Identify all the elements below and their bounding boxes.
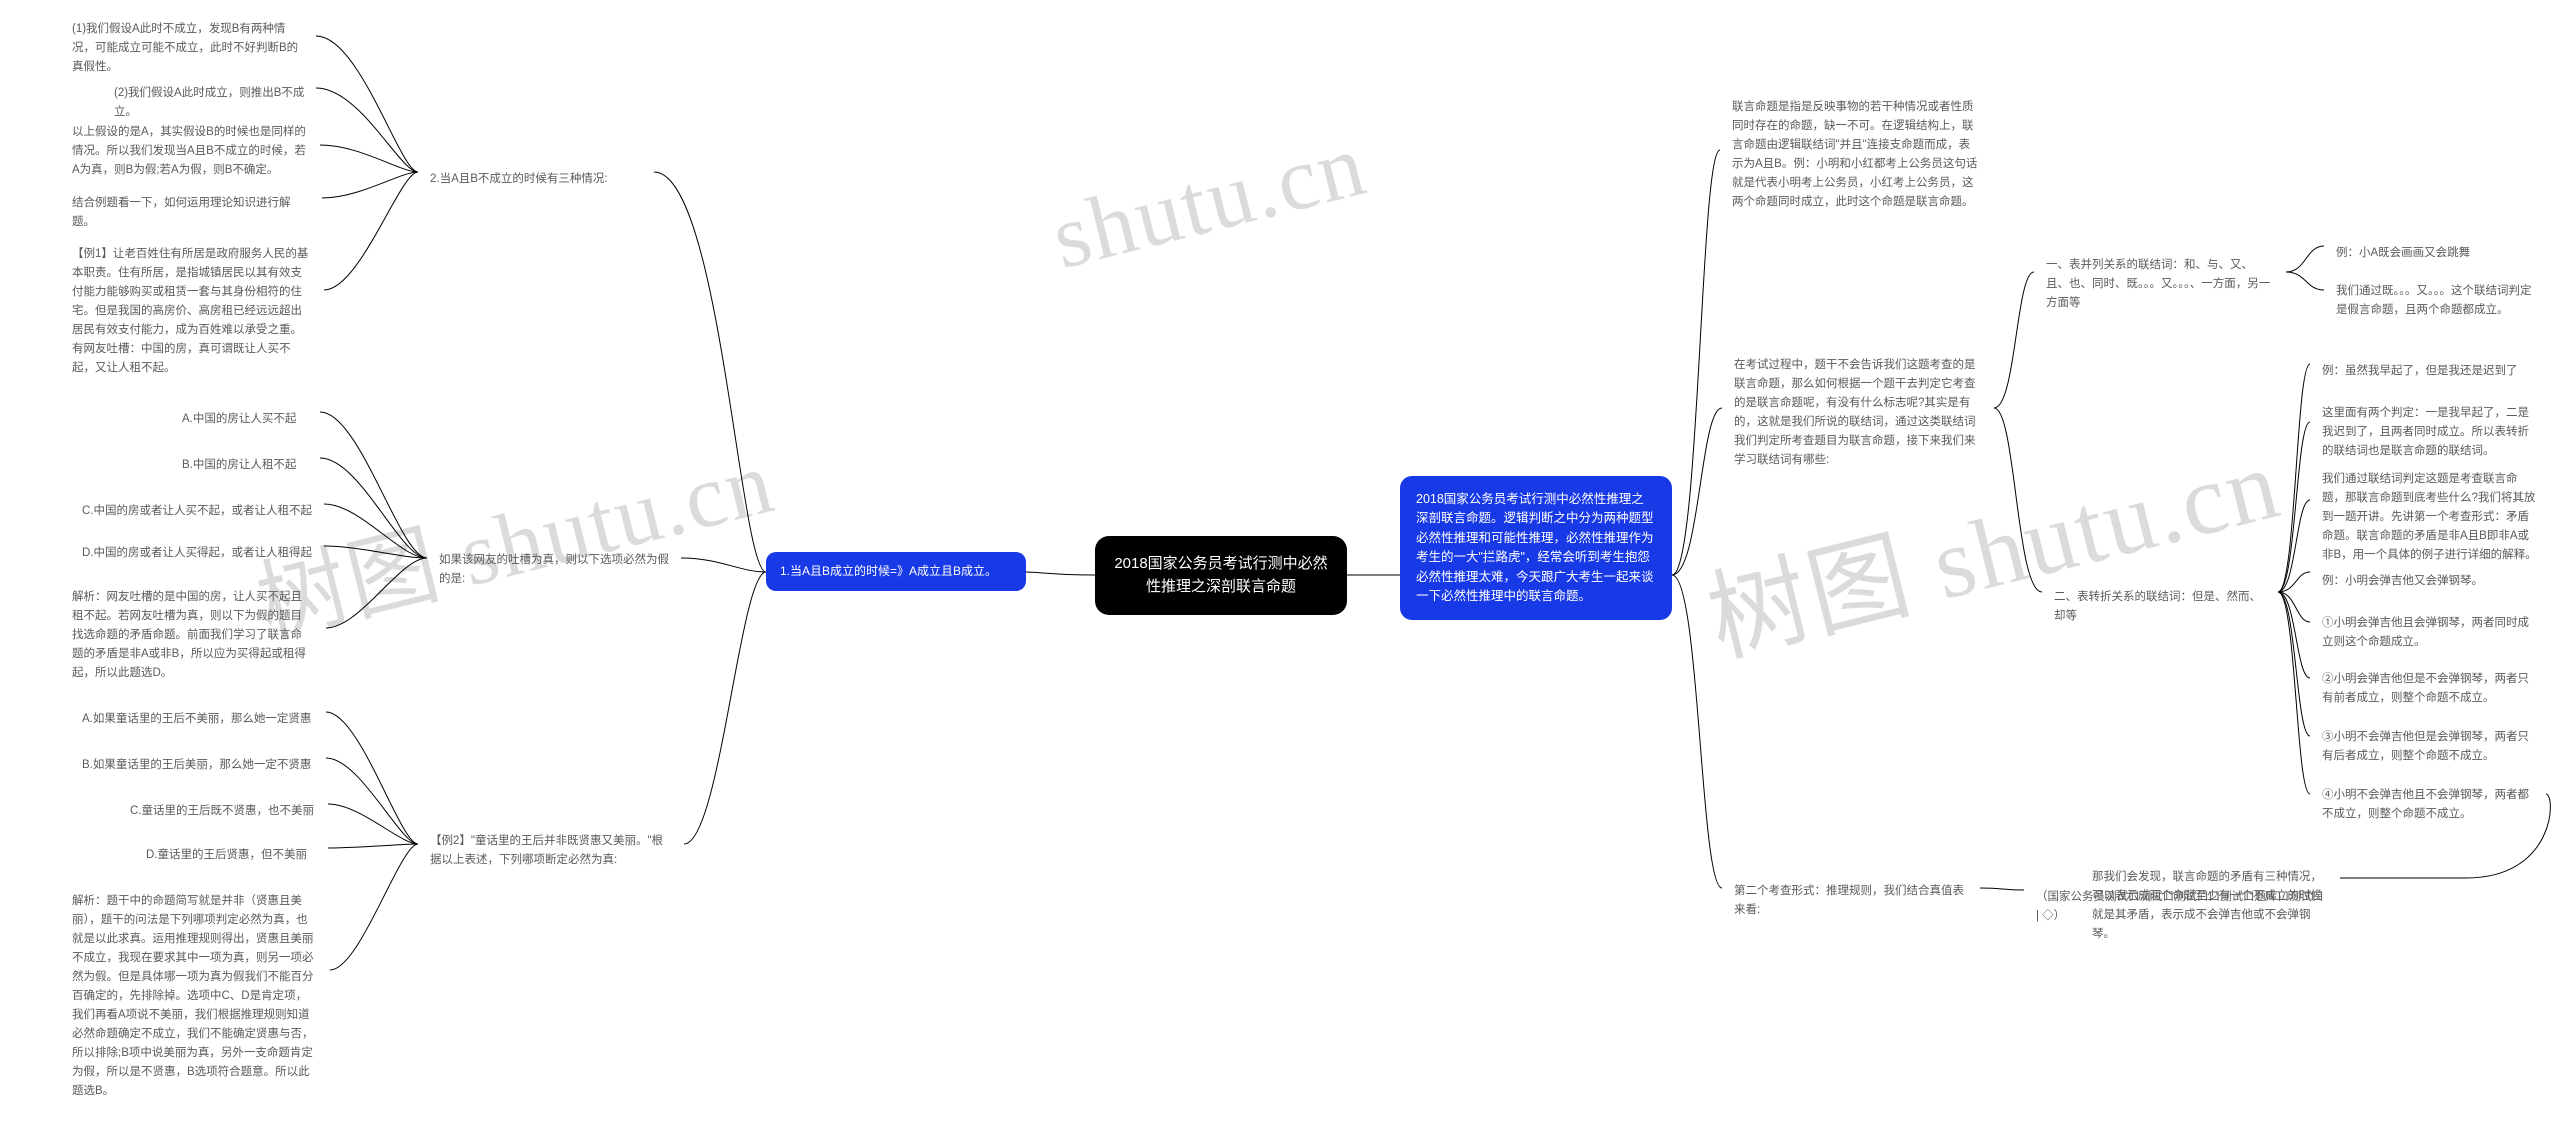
conj2-leaf-4[interactable]: ①小明会弹吉他且会弹钢琴，两者同时成立则这个命题成立。 xyxy=(2310,606,2546,660)
left-mid-label[interactable]: 如果该网友的吐槽为真，则以下选项必然为假的是: xyxy=(427,543,681,597)
right-conj1-label[interactable]: 一、表并列关系的联结词：和、与、又、且、也、同时、既。。。又。。。、一方面，另一… xyxy=(2034,248,2286,321)
right-form2-label[interactable]: 第二个考查形式：推理规则，我们结合真值表来看: xyxy=(1722,874,1980,928)
left-mid-leaf-2[interactable]: C.中国的房或者让人买不起，或者让人租不起 xyxy=(70,494,324,529)
left-top-label[interactable]: 2.当A且B不成立的时候有三种情况: xyxy=(418,162,654,197)
left-bot-leaf-4[interactable]: 解析：题干中的命题简写就是并非（贤惠且美丽），题干的问法是下列哪项判定必然为真，… xyxy=(60,884,330,1109)
left-bot-leaf-0[interactable]: A.如果童话里的王后不美丽，那么她一定贤惠 xyxy=(70,702,326,737)
left-top-leaf-4[interactable]: 【例1】让老百姓住有所居是政府服务人民的基本职责。住有所居，是指城镇居民以其有效… xyxy=(60,237,323,386)
mindmap-canvas: 树图 shutu.cnshutu.cn树图 shutu.cn 2018国家公务员… xyxy=(0,0,2560,1145)
left-mid-leaf-4[interactable]: 解析：网友吐槽的是中国的房，让人买不起且租不起。若网友吐槽为真，则以下为假的题目… xyxy=(60,580,325,691)
conj2-leaf-6[interactable]: ③小明不会弹吉他但是会弹钢琴，两者只有后者成立，则整个命题不成立。 xyxy=(2310,720,2546,774)
conj2-leaf-7[interactable]: ④小明不会弹吉他且不会弹钢琴，两者都不成立，则整个命题不成立。 xyxy=(2310,778,2546,832)
right-exam-leaf[interactable]: 在考试过程中，题干不会告诉我们这题考查的是联言命题，那么如何根据一个题干去判定它… xyxy=(1722,348,1994,478)
conj2-leaf-3[interactable]: 例：小明会弹吉他又会弹钢琴。 xyxy=(2310,564,2506,599)
left-top-leaf-3[interactable]: 结合例题看一下，如何运用理论知识进行解题。 xyxy=(60,186,322,240)
left-mid-leaf-1[interactable]: B.中国的房让人租不起 xyxy=(170,448,320,483)
left-bot-leaf-3[interactable]: D.童话里的王后贤惠，但不美丽 xyxy=(134,838,328,873)
left-top-leaf-2[interactable]: 以上假设的是A，其实假设B的时候也是同样的情况。所以我们发现当A且B不成立的时候… xyxy=(60,115,320,188)
conj2-leaf-0[interactable]: 例：虽然我早起了，但是我还是迟到了 xyxy=(2310,354,2532,389)
left-hub-node[interactable]: 1.当A且B成立的时候=》A成立且B成立。 xyxy=(766,552,1026,591)
left-mid-leaf-3[interactable]: D.中国的房或者让人买得起，或者让人租得起 xyxy=(70,536,326,571)
left-top-leaf-0[interactable]: (1)我们假设A此时不成立，发现B有两种情况，可能成立可能不成立，此时不好判断B… xyxy=(60,12,315,85)
conj2-leaf-5[interactable]: ②小明会弹吉他但是不会弹钢琴，两者只有前者成立，则整个命题不成立。 xyxy=(2310,662,2546,716)
left-bot-label[interactable]: 【例2】"童话里的王后并非既贤惠又美丽。"根据以上表述，下列哪项断定必然为真: xyxy=(418,824,683,878)
left-bot-leaf-2[interactable]: C.童话里的王后既不贤惠，也不美丽 xyxy=(118,794,328,829)
conj2-leaf-2[interactable]: 我们通过联结词判定这题是考查联言命题，那联言命题到底考些什么?我们将其放到一题开… xyxy=(2310,462,2549,573)
right-hub-node[interactable]: 2018国家公务员考试行测中必然性推理之深剖联言命题。逻辑判断之中分为两种题型必… xyxy=(1400,476,1672,620)
root-node[interactable]: 2018国家公务员考试行测中必然性推理之深剖联言命题 xyxy=(1095,536,1347,615)
right-def-leaf[interactable]: 联言命题是指是反映事物的若干种情况或者性质同时存在的命题，缺一不可。在逻辑结构上… xyxy=(1720,90,1990,220)
left-mid-leaf-0[interactable]: A.中国的房让人买不起 xyxy=(170,402,320,437)
left-bot-leaf-1[interactable]: B.如果童话里的王后美丽，那么她一定不贤惠 xyxy=(70,748,326,783)
right-conj2-label[interactable]: 二、表转折关系的联结词：但是、然而、却等 xyxy=(2042,580,2278,634)
watermark: shutu.cn xyxy=(1042,113,1376,290)
conj1-leaf-0[interactable]: 例：小A既会画画又会跳舞 xyxy=(2324,236,2504,271)
conj1-leaf-1[interactable]: 我们通过既。。。又。。。这个联结词判定是假言命题，且两个命题都成立。 xyxy=(2324,274,2548,328)
conj2-leaf-1[interactable]: 这里面有两个判定：一是我早起了，二是我迟到了，且两者同时成立。所以表转折的联结词… xyxy=(2310,396,2548,469)
conj2-leaf-8[interactable]: 那我们会发现，联言命题的矛盾有三种情况，可以表示成两个命题至少有一个不成立的时候… xyxy=(2080,860,2338,952)
